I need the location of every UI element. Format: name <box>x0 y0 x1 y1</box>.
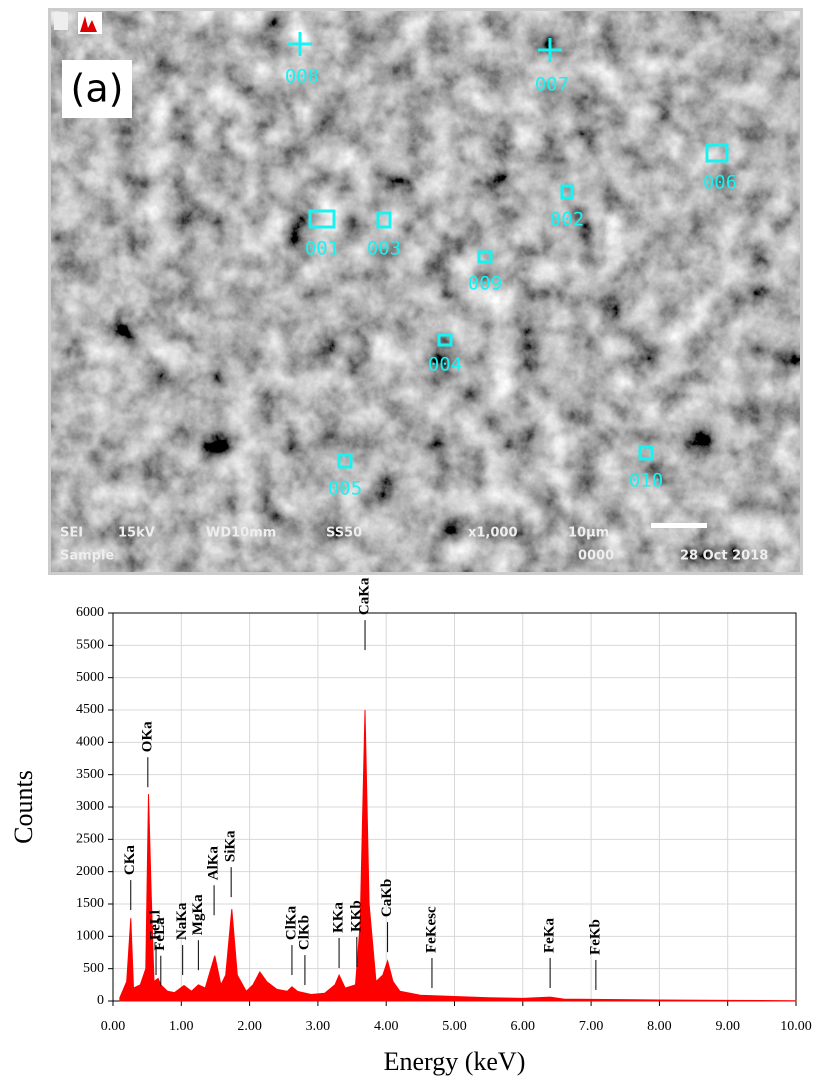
point-marker <box>288 32 312 56</box>
icon <box>80 16 97 32</box>
scale-bar <box>651 523 707 528</box>
point-label: 003 <box>367 238 401 260</box>
point-marker <box>560 184 574 200</box>
point-marker <box>437 333 453 347</box>
point-label: 004 <box>428 354 462 376</box>
point-marker <box>638 445 654 461</box>
sem-image <box>51 11 800 572</box>
point-marker <box>308 209 336 229</box>
peak-label: FeKb <box>587 919 603 955</box>
x-tick-label: 9.00 <box>715 1019 740 1034</box>
point-marker <box>705 143 729 163</box>
x-tick-label: 0.00 <box>101 1019 126 1034</box>
y-tick-label: 4000 <box>76 735 104 750</box>
point-label: 010 <box>629 470 663 492</box>
chart: 0 500 1000 1500 2000 2500 3000 3500 4000 4500 5000… <box>9 577 812 1076</box>
y-tick-label: 2500 <box>76 832 104 847</box>
point-marker <box>538 38 562 62</box>
info-text: Sample <box>60 549 114 564</box>
point-marker <box>337 453 353 469</box>
point-marker <box>477 250 493 264</box>
peak-label: ClKa <box>283 905 299 940</box>
point-label: 002 <box>550 209 584 231</box>
x-tick-label: 5.00 <box>442 1019 467 1034</box>
peak-label: FeLl <box>147 910 163 940</box>
x-tick-label: 2.00 <box>237 1019 262 1034</box>
y-tick-label: 5000 <box>76 670 104 685</box>
peak-label: ClKb <box>296 915 312 950</box>
peak-label: CKa <box>122 845 138 876</box>
y-tick-label: 5500 <box>76 638 104 653</box>
x-tick-label: 8.00 <box>647 1019 672 1034</box>
peak-label: AlKa <box>206 846 222 881</box>
x-axis-title: Energy (keV) <box>384 1047 526 1076</box>
peak-label: CaKa <box>356 577 372 615</box>
y-tick-label: 3500 <box>76 767 104 782</box>
point-label: 006 <box>703 172 737 194</box>
point-label: 005 <box>328 478 362 500</box>
info-text: 10μm <box>568 526 609 541</box>
peak-label: SiKa <box>223 830 239 862</box>
info-text: x1,000 <box>468 526 518 541</box>
peak-label: KKa <box>331 902 347 933</box>
peak-label: FeKa <box>542 918 558 953</box>
info-text: SS50 <box>326 526 362 541</box>
x-tick-label: 3.00 <box>306 1019 331 1034</box>
y-axis-title: Counts <box>9 770 38 844</box>
sem-overlay: 001 002 003 004 005 006 007 008 009 010 SEI 15kV WD1… <box>60 32 768 564</box>
x-tick-label: 1.00 <box>169 1019 194 1034</box>
y-tick-label: 6000 <box>76 605 104 620</box>
spectrum <box>119 709 797 1002</box>
y-tick-label: 1500 <box>76 896 104 911</box>
point-marker <box>376 211 392 229</box>
x-tick-label: 7.00 <box>579 1019 604 1034</box>
y-tick-label: 4500 <box>76 702 104 717</box>
x-tick-label: 6.00 <box>511 1019 536 1034</box>
y-tick-label: 500 <box>83 961 104 976</box>
point-label: 008 <box>285 66 319 88</box>
point-label: 007 <box>535 74 569 96</box>
info-text: 0000 <box>578 549 614 564</box>
info-text: 15kV <box>118 526 155 541</box>
peak-label: NaKa <box>174 902 190 940</box>
panel-label: (a) <box>71 67 124 111</box>
y-tick-label: 2000 <box>76 864 104 879</box>
info-text: WD10mm <box>206 526 276 541</box>
point-label: 001 <box>305 238 339 260</box>
peak-label: FeLa <box>152 917 168 951</box>
y-tick-label: 1000 <box>76 929 104 944</box>
x-tick-label: 4.00 <box>374 1019 399 1034</box>
peak-label: CaKb <box>379 879 395 917</box>
x-tick-label: 10.00 <box>780 1019 812 1034</box>
info-text: SEI <box>60 526 83 541</box>
peak-label: FeKesc <box>423 906 439 953</box>
panel-label-box <box>62 60 132 118</box>
peak-label: OKa <box>139 721 155 752</box>
y-tick-label: 0 <box>97 993 104 1008</box>
icon <box>54 12 68 30</box>
info-text: 28 Oct 2018 <box>680 549 768 564</box>
peak-label: MgKa <box>190 894 206 935</box>
y-tick-label: 3000 <box>76 799 104 814</box>
peak-label: KKb <box>348 900 364 932</box>
point-label: 009 <box>468 273 502 295</box>
